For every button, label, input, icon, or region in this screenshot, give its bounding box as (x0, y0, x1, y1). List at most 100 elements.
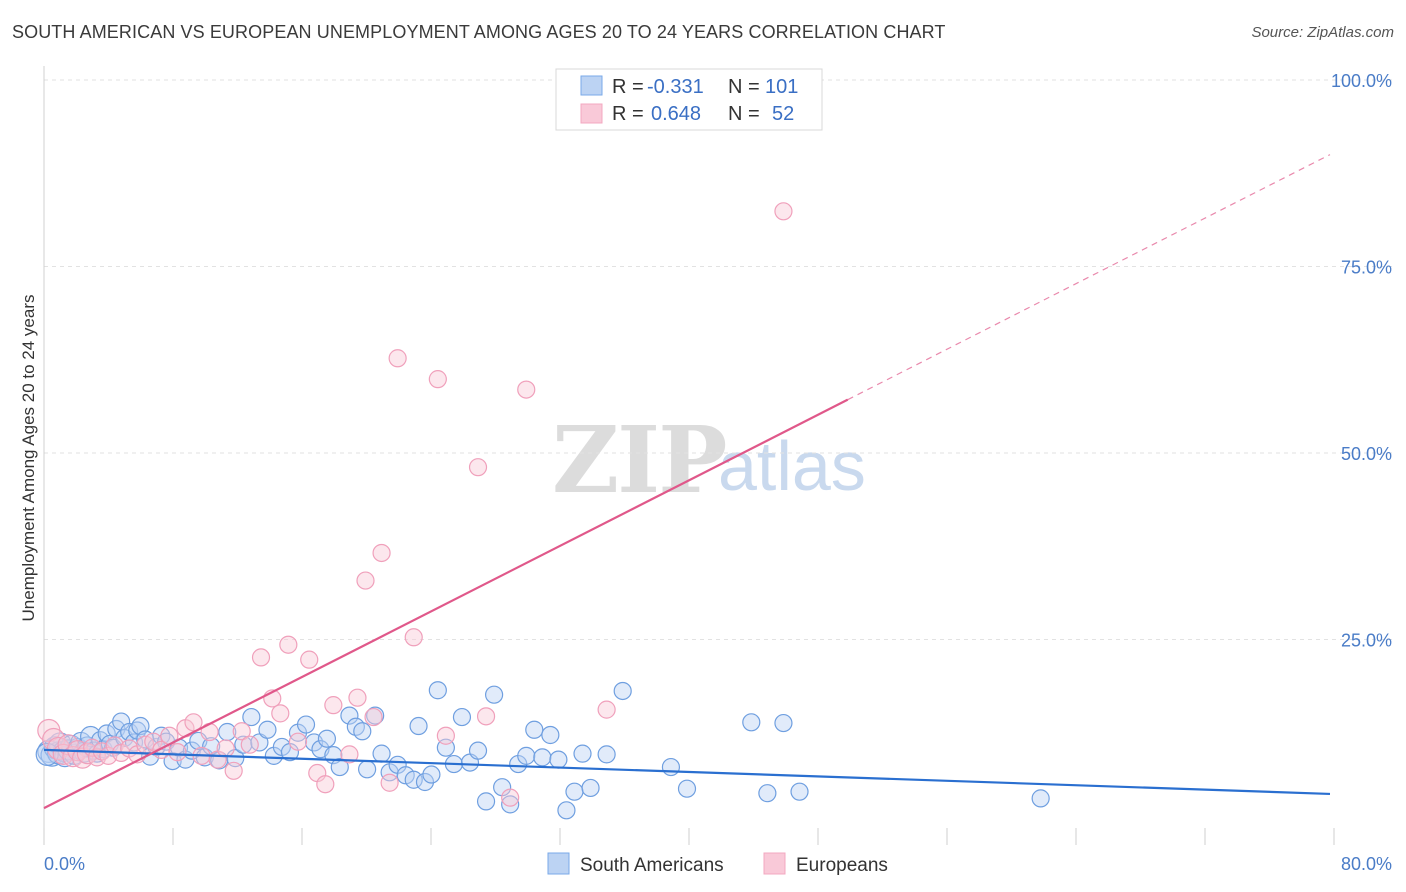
point-european (774, 202, 793, 221)
point-south-american (353, 722, 372, 741)
point-european (348, 688, 367, 707)
point-european (340, 745, 359, 764)
chart-title: SOUTH AMERICAN VS EUROPEAN UNEMPLOYMENT … (12, 22, 946, 42)
point-south-american (1031, 789, 1050, 808)
legend-swatch-blue (580, 75, 603, 96)
legend-r-label-blue: R = (612, 76, 644, 98)
point-european (364, 707, 383, 727)
legend-n-label-pink: N = (728, 103, 760, 125)
point-south-american (428, 681, 447, 700)
point-south-american (317, 729, 337, 748)
source-label: Source: ZipAtlas.com (1251, 24, 1394, 41)
point-european (76, 743, 99, 765)
watermark-zip: ZIP (552, 406, 725, 514)
y-tick-label-25: 25.0% (1341, 631, 1392, 651)
point-european (388, 349, 407, 368)
point-european (271, 704, 290, 723)
trend-line-europeans (43, 398, 849, 810)
point-south-american (661, 757, 681, 777)
point-european (324, 696, 343, 715)
axes (43, 66, 1335, 845)
point-european (105, 736, 124, 755)
point-south-american (452, 707, 472, 727)
point-european (468, 458, 488, 477)
point-south-american (468, 741, 488, 760)
legend-r-value-blue: -0.331 (647, 76, 704, 98)
point-south-american (258, 720, 277, 739)
point-south-american (476, 792, 496, 811)
legend-n-value-blue: 101 (765, 76, 798, 98)
point-south-american (501, 795, 520, 814)
point-south-american (422, 765, 441, 784)
y-tick-label-50: 50.0% (1341, 444, 1392, 464)
legend-r-label-pink: R = (612, 103, 644, 125)
point-south-american (340, 706, 359, 725)
point-south-american (774, 713, 793, 733)
y-axis-label: Unemployment Among Ages 20 to 24 years (19, 295, 38, 622)
point-south-american (296, 715, 316, 734)
bottom-legend-label-europeans: Europeans (796, 855, 888, 876)
point-european (240, 735, 259, 754)
point-european (501, 788, 520, 807)
point-european (380, 773, 399, 792)
bottom-legend-swatch-blue (547, 852, 570, 875)
point-south-american (790, 782, 809, 801)
point-south-american (677, 779, 697, 798)
point-south-american (581, 778, 600, 798)
point-european (597, 700, 616, 719)
point-european (428, 370, 447, 389)
point-european (168, 743, 187, 762)
series-europeans (37, 202, 793, 807)
point-south-american (541, 725, 560, 745)
point-european (232, 722, 251, 741)
point-south-american (372, 744, 391, 763)
trend-line-south-americans (43, 748, 1331, 796)
gridlines (44, 79, 1392, 640)
point-south-american (758, 784, 777, 803)
point-south-american (485, 685, 504, 704)
point-south-american (573, 744, 592, 763)
point-european (251, 648, 271, 667)
y-tick-labels: 25.0% 50.0% 75.0% 100.0% (1331, 71, 1392, 651)
watermark-atlas: atlas (718, 427, 866, 505)
legend-swatch-pink (580, 103, 603, 124)
watermark: ZIP atlas (552, 406, 866, 514)
point-south-american (404, 770, 423, 789)
bottom-legend-swatch-pink (763, 852, 786, 875)
point-european (300, 650, 319, 669)
point-european (288, 732, 308, 751)
point-south-american (613, 681, 632, 701)
point-south-american (415, 772, 435, 792)
point-south-american (358, 760, 377, 779)
point-south-american (242, 707, 261, 727)
legend-n-value-pink: 52 (772, 103, 794, 125)
point-south-american (525, 720, 544, 739)
series-south-americans (35, 681, 1050, 820)
point-south-american (234, 735, 253, 754)
point-european (436, 726, 455, 745)
bottom-legend: South Americans Europeans (547, 852, 888, 876)
point-south-american (565, 782, 584, 801)
point-south-american (409, 716, 428, 736)
x-tick-label-min: 0.0% (44, 854, 85, 874)
point-european (372, 543, 391, 563)
legend-r-value-pink: 0.648 (651, 103, 701, 125)
point-south-american (557, 801, 576, 820)
x-tick-label-max: 80.0% (1341, 854, 1392, 874)
point-european (184, 713, 203, 732)
point-european (316, 775, 335, 794)
point-european (356, 571, 375, 590)
point-european (517, 380, 536, 399)
point-european (279, 635, 298, 654)
y-tick-label-100: 100.0% (1331, 71, 1392, 91)
y-tick-label-75: 75.0% (1341, 258, 1392, 278)
point-european (224, 761, 243, 780)
point-south-american (549, 750, 568, 769)
point-south-american (597, 745, 616, 764)
point-south-american (330, 757, 349, 777)
legend: R = -0.331 N = 101 R = 0.648 N = 52 (555, 68, 823, 131)
trend-lines (43, 154, 1331, 810)
point-european (404, 628, 423, 647)
point-south-american (533, 748, 552, 767)
